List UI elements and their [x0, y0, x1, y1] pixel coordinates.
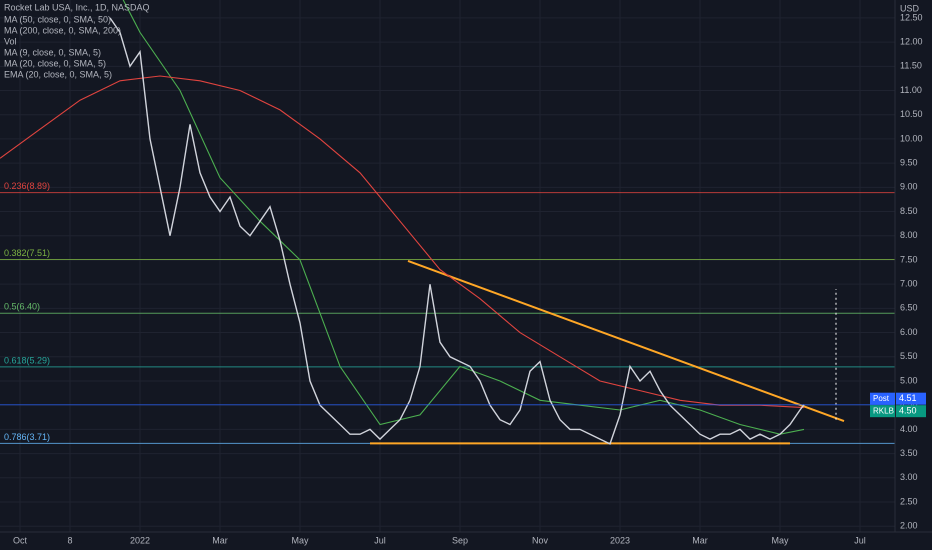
price-tag-box: [896, 405, 926, 418]
plot: 0.236(8.89) 0.382(7.51) 0.5(6.40) 0.618(5.2…: [0, 0, 895, 445]
legend-entry: MA (50, close, 0, SMA, 50): [4, 14, 111, 24]
legend-entry: MA (20, close, 0, SMA, 5): [4, 58, 106, 68]
x-tick-label: 2023: [610, 535, 630, 545]
y-tick-label: 7.00: [900, 279, 918, 289]
y-tick-label: 5.00: [900, 375, 918, 385]
y-tick-label: 12.50: [900, 12, 923, 22]
y-tick-label: 9.50: [900, 158, 918, 168]
fib-label: 0.618(5.29): [4, 355, 50, 365]
x-tick-label: Sep: [452, 535, 468, 545]
price-tag-label: RKLB: [873, 406, 894, 415]
x-tick-label: Oct: [13, 535, 28, 545]
price-tag-value: 4.51: [899, 393, 917, 403]
y-tick-label: 10.50: [900, 109, 923, 119]
y-tick-label: 7.50: [900, 254, 918, 264]
grid: [0, 0, 895, 532]
legend-entry: MA (9, close, 0, SMA, 5): [4, 47, 101, 57]
legend-entry: EMA (20, close, 0, SMA, 5): [4, 69, 112, 79]
x-tick-label: 2022: [130, 535, 150, 545]
x-tick-label: Mar: [692, 535, 708, 545]
y-tick-label: 8.50: [900, 206, 918, 216]
x-tick-label: Mar: [212, 535, 228, 545]
trend-line: [407, 259, 845, 423]
x-tick-label: Jul: [854, 535, 866, 545]
series-line: [0, 75, 805, 409]
y-tick-label: 12.00: [900, 36, 923, 46]
fib-label: 0.786(3.71): [4, 432, 50, 442]
legend-entry: Vol: [4, 36, 17, 46]
y-tick-label: 4.00: [900, 424, 918, 434]
fib-label: 0.5(6.40): [4, 302, 40, 312]
y-tick-label: 6.50: [900, 303, 918, 313]
x-tick-label: May: [771, 535, 789, 545]
price-tag-box: [896, 392, 926, 405]
y-tick-label: 10.00: [900, 133, 923, 143]
y-tick-label: 3.00: [900, 472, 918, 482]
y-tick-label: 2.00: [900, 521, 918, 531]
x-tick-label: Jul: [374, 535, 386, 545]
price-tag-label: Post: [873, 394, 890, 403]
price-tag-label-box: [870, 392, 895, 405]
chart-title: Rocket Lab USA, Inc., 1D, NASDAQ: [4, 2, 150, 12]
y-tick-label: 9.00: [900, 182, 918, 192]
fib-label: 0.236(8.89): [4, 181, 50, 191]
legend: MA (50, close, 0, SMA, 50)MA (200, close…: [4, 14, 121, 79]
series-line: [109, 17, 805, 445]
y-tick-label: 2.50: [900, 496, 918, 506]
series-line: [122, 0, 805, 435]
y-tick-label: 11.50: [900, 61, 922, 71]
price-tag-label-box: [870, 405, 895, 418]
y-tick-label: 3.50: [900, 448, 918, 458]
fib-label: 0.382(7.51): [4, 248, 50, 258]
legend-entry: MA (200, close, 0, SMA, 200): [4, 25, 121, 35]
x-tick-label: 8: [67, 535, 72, 545]
y-tick-label: 8.00: [900, 230, 918, 240]
price-tag-value: 4.50: [899, 406, 917, 416]
y-tick-label: 5.50: [900, 351, 918, 361]
y-tick-label: 6.00: [900, 327, 918, 337]
x-tick-label: Nov: [532, 535, 549, 545]
currency: USD: [900, 3, 920, 13]
y-tick-label: 11.00: [900, 85, 922, 95]
x-tick-label: May: [291, 535, 309, 545]
